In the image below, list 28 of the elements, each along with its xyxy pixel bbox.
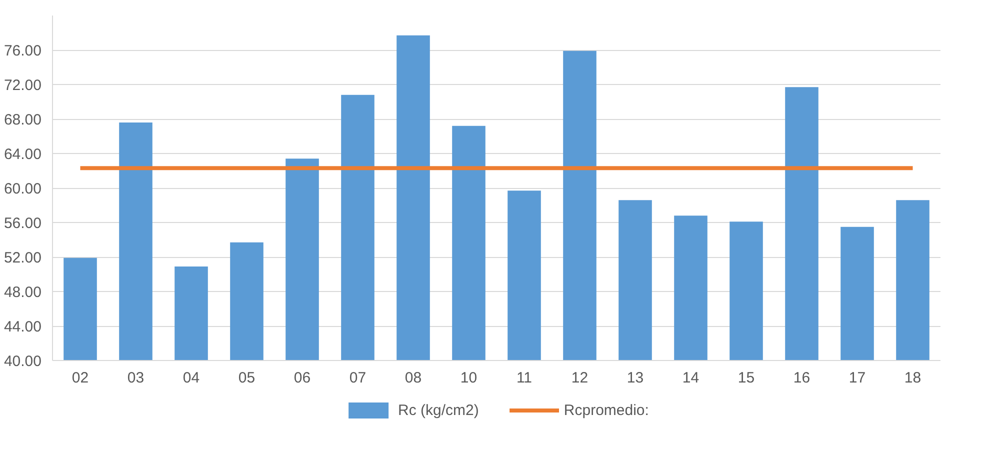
- y-tick-label: 56.00: [4, 215, 42, 232]
- x-tick-label: 05: [238, 370, 256, 386]
- x-tick-label: 12: [571, 370, 588, 386]
- x-tick-label: 16: [793, 370, 810, 386]
- x-tick-label: 07: [349, 370, 366, 386]
- y-tick-label: 40.00: [4, 353, 42, 370]
- x-tick-label: 11: [516, 370, 532, 386]
- x-tick-label: 02: [72, 370, 89, 386]
- x-tick-label: 13: [626, 370, 644, 386]
- x-tick-label: 15: [738, 370, 755, 386]
- x-tick-label: 14: [682, 370, 700, 386]
- legend-label: Rcpromedio:: [564, 402, 649, 418]
- y-tick-label: 44.00: [4, 318, 42, 336]
- y-tick-label: 68.00: [4, 112, 42, 128]
- legend-label: Rc (kg/cm2): [398, 402, 479, 418]
- x-tick-label: 10: [460, 370, 478, 386]
- y-tick-label: 48.00: [4, 284, 42, 301]
- y-tick-label: 76.00: [4, 42, 42, 60]
- y-tick-label: 72.00: [4, 77, 42, 94]
- y-tick-label: 52.00: [4, 250, 42, 266]
- x-tick-label: 08: [404, 370, 422, 386]
- x-tick-label: 18: [904, 370, 922, 386]
- y-tick-label: 64.00: [4, 146, 42, 163]
- x-tick-label: 04: [182, 370, 200, 386]
- x-tick-label: 06: [294, 370, 311, 386]
- x-tick-label: 17: [848, 370, 866, 386]
- x-tick-label: 03: [127, 370, 144, 386]
- y-tick-label: 60.00: [4, 180, 42, 198]
